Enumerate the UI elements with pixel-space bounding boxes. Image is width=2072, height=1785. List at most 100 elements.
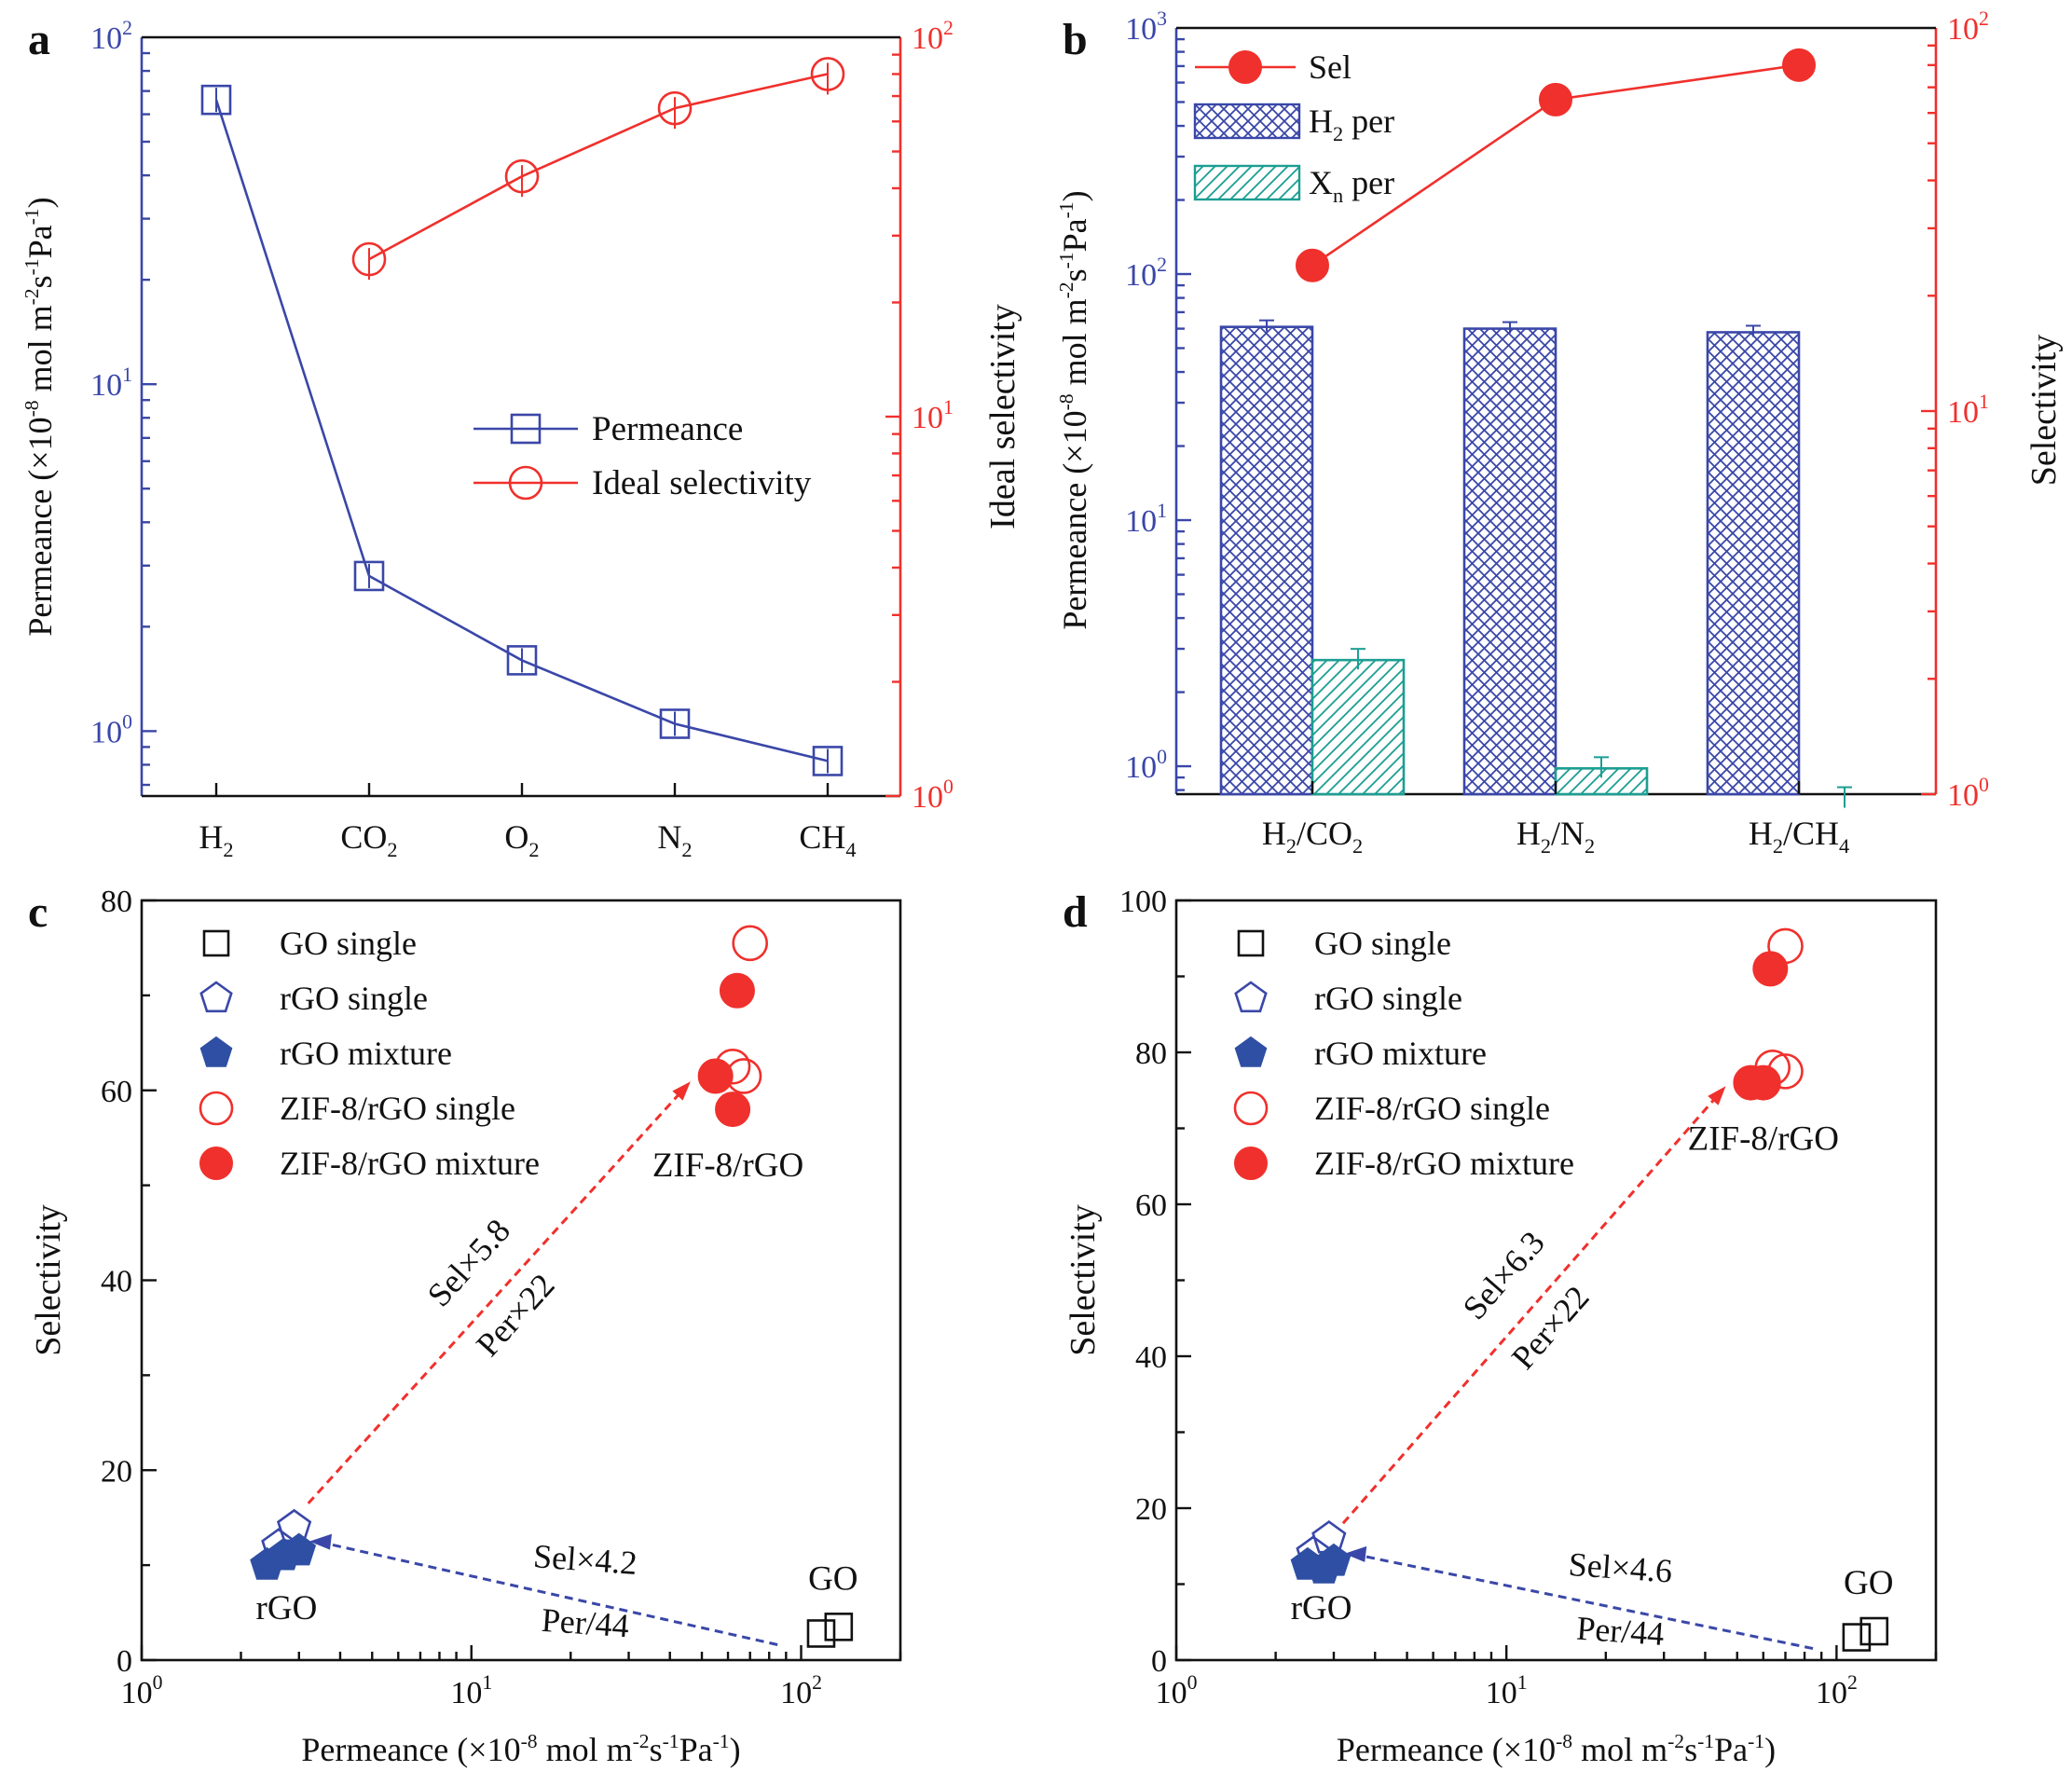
legend-label: ZIF-8/rGO single bbox=[1314, 1090, 1550, 1127]
selectivity-point bbox=[1539, 82, 1572, 117]
label-superscript: -1 bbox=[1697, 1730, 1714, 1752]
legend-marker bbox=[1234, 981, 1268, 1013]
selectivity-point bbox=[1782, 48, 1816, 82]
label-subscript: 4 bbox=[1839, 834, 1849, 858]
y-axis-label: Selectivity bbox=[29, 1204, 68, 1356]
tick-label: 102 bbox=[1947, 7, 1989, 47]
label-part: Pa bbox=[1714, 1731, 1748, 1768]
blue-dashed-arrow bbox=[1351, 1552, 1814, 1651]
label-part: Pa bbox=[679, 1731, 713, 1768]
legend-label: GO single bbox=[280, 925, 417, 962]
y-tick-label: 20 bbox=[1135, 1492, 1167, 1527]
label-part: ) bbox=[730, 1731, 741, 1768]
label-subscript: n bbox=[1333, 184, 1343, 207]
red-dashed-arrow bbox=[1341, 1089, 1723, 1525]
blue-arrowhead bbox=[1344, 1545, 1367, 1562]
legend-label: GO single bbox=[1314, 925, 1451, 962]
red-arrowhead bbox=[1708, 1086, 1726, 1105]
xn-permeance-bar bbox=[1310, 658, 1406, 796]
tick-label: 100 bbox=[1156, 1671, 1198, 1710]
annotation-label: Sel×4.6 bbox=[1568, 1545, 1674, 1590]
legend-label: Ideal selectivity bbox=[592, 464, 812, 502]
label-subscript: 2 bbox=[1541, 834, 1551, 858]
annotation-label: Per/44 bbox=[541, 1601, 631, 1644]
left-axis-label: Permeance (×10-8 mol m-2s-1Pa-1) bbox=[1055, 190, 1093, 629]
tick-label: 101 bbox=[1947, 391, 1989, 430]
annotation-label: Sel×4.2 bbox=[532, 1537, 638, 1582]
selectivity-point bbox=[657, 90, 693, 126]
tick-base: 10 bbox=[1947, 395, 1979, 430]
permeance-point bbox=[506, 645, 538, 676]
tick-exponent: 0 bbox=[153, 1671, 163, 1694]
y-tick-label: 40 bbox=[101, 1265, 132, 1299]
tick-base: 10 bbox=[1125, 504, 1157, 539]
y-tick-label: 60 bbox=[1135, 1188, 1167, 1223]
legend-marker bbox=[1234, 1147, 1268, 1180]
label-part: CO bbox=[340, 818, 387, 856]
label-superscript: -1 bbox=[1055, 201, 1077, 218]
label-part: Permeance (×10 bbox=[21, 417, 59, 636]
tick-base: 10 bbox=[1486, 1676, 1517, 1710]
selectivity-line bbox=[368, 73, 829, 261]
label-part: /CO bbox=[1297, 815, 1352, 852]
x-tick-label: N2 bbox=[657, 818, 692, 861]
label-subscript: 2 bbox=[681, 838, 692, 861]
label-subscript: 2 bbox=[1585, 834, 1595, 858]
tick-exponent: 0 bbox=[1979, 774, 1989, 796]
tick-base: 10 bbox=[90, 715, 122, 749]
data-point bbox=[715, 1092, 751, 1128]
tick-exponent: 3 bbox=[1157, 7, 1167, 30]
data-point bbox=[276, 1508, 312, 1543]
legend-swatch bbox=[1193, 164, 1301, 201]
data-point bbox=[732, 925, 769, 962]
y-tick-label: 100 bbox=[1119, 885, 1167, 919]
tick-exponent: 0 bbox=[1157, 746, 1167, 768]
selectivity-point bbox=[1296, 248, 1329, 282]
label-subscript: 2 bbox=[528, 838, 539, 861]
data-point bbox=[281, 1532, 317, 1566]
blue-arrowhead bbox=[309, 1533, 333, 1550]
legend-label: ZIF-8/rGO single bbox=[280, 1090, 515, 1127]
tick-base: 10 bbox=[1947, 778, 1979, 813]
label-superscript: -8 bbox=[521, 1730, 538, 1752]
blue-dashed-arrow bbox=[316, 1540, 778, 1646]
label-subscript: 2 bbox=[1333, 122, 1343, 145]
tick-label: 101 bbox=[90, 364, 132, 403]
data-point bbox=[1745, 1064, 1781, 1101]
legend-label: H2 per bbox=[1309, 103, 1394, 145]
tick-label: 100 bbox=[1125, 746, 1167, 785]
label-subscript: 2 bbox=[223, 838, 233, 861]
h2-permeance-bar bbox=[1462, 327, 1557, 796]
label-part: Pa bbox=[1056, 218, 1093, 252]
tick-base: 10 bbox=[450, 1676, 482, 1710]
label-subscript: 2 bbox=[1773, 834, 1783, 858]
legend-label: Permeance bbox=[592, 410, 743, 448]
tick-label: 101 bbox=[1125, 500, 1167, 539]
data-point bbox=[1842, 1623, 1872, 1652]
label-part: Pa bbox=[21, 225, 59, 258]
y-axis-label: Selectivity bbox=[1063, 1204, 1103, 1356]
y-tick-label: 20 bbox=[101, 1454, 132, 1489]
label-part: O bbox=[504, 818, 528, 856]
label-part: s bbox=[1684, 1731, 1697, 1768]
tick-label: 100 bbox=[1947, 774, 1989, 813]
tick-base: 10 bbox=[121, 1676, 153, 1710]
red-dashed-arrow bbox=[307, 1084, 688, 1504]
label-superscript: -8 bbox=[1055, 393, 1077, 410]
tick-label: 100 bbox=[912, 776, 954, 815]
tick-base: 10 bbox=[1816, 1676, 1847, 1710]
legend-marker bbox=[510, 413, 542, 445]
legend-marker bbox=[199, 981, 233, 1013]
panel-label: c bbox=[28, 887, 48, 937]
data-point bbox=[1859, 1616, 1889, 1646]
selectivity-point bbox=[810, 57, 845, 91]
tick-exponent: 2 bbox=[1979, 7, 1989, 30]
label-superscript: -1 bbox=[663, 1730, 679, 1752]
panel-label: b bbox=[1063, 15, 1088, 64]
legend-label: rGO single bbox=[1314, 980, 1462, 1017]
y-tick-label: 0 bbox=[1151, 1644, 1167, 1679]
annotation-label: Per×22 bbox=[1504, 1279, 1597, 1377]
annotation-label: GO bbox=[808, 1559, 858, 1598]
label-superscript: -1 bbox=[21, 258, 43, 275]
